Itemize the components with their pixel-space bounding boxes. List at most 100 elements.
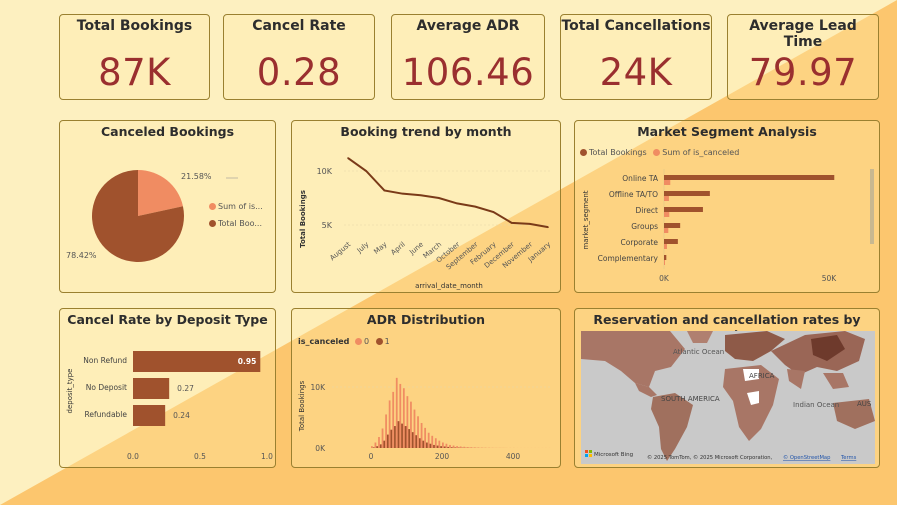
hist-bar-0[interactable] [456, 446, 458, 448]
trend-point[interactable] [492, 211, 495, 213]
kpi-card-total-cancellations[interactable]: Total Cancellations 24K [560, 14, 712, 100]
trend-point[interactable] [401, 192, 404, 195]
deposit-type-card[interactable]: Cancel Rate by Deposit Type deposit_type… [59, 308, 276, 468]
scrollbar[interactable] [870, 169, 874, 244]
bar-is-canceled[interactable] [664, 212, 670, 217]
hist-bar-0[interactable] [406, 396, 409, 448]
hist-bar-0[interactable] [452, 445, 455, 448]
hist-bar-1[interactable] [433, 444, 435, 448]
hist-bar-0[interactable] [381, 428, 384, 448]
hist-bar-0[interactable] [417, 416, 419, 448]
hist-bar-0[interactable] [420, 422, 423, 448]
hist-bar-0[interactable] [470, 447, 473, 448]
hist-bar-0[interactable] [374, 442, 377, 448]
hist-bar-1[interactable] [390, 429, 393, 448]
hist-bar-1[interactable] [383, 440, 386, 448]
kpi-card-average-adr[interactable]: Average ADR 106.46 [391, 14, 545, 100]
hist-bar-0[interactable] [413, 409, 416, 448]
market-segment-card[interactable]: Market Segment Analysis Total Bookings S… [574, 120, 880, 293]
trend-point[interactable] [456, 202, 458, 205]
pie-slice-1[interactable] [92, 170, 184, 262]
hist-bar-0[interactable] [402, 388, 405, 448]
adr-legend[interactable]: is_canceled 0 1 [298, 337, 390, 346]
booking-trend-card[interactable]: Booking trend by month 10K 5K Total Book… [291, 120, 561, 293]
bar-total-bookings[interactable] [664, 255, 667, 260]
hist-bar-1[interactable] [404, 426, 407, 448]
hist-bar-0[interactable] [438, 440, 441, 448]
hist-bar-1[interactable] [401, 423, 403, 448]
bar-is-canceled[interactable] [664, 244, 667, 249]
hist-bar-0[interactable] [388, 400, 391, 448]
hist-bar-1[interactable] [379, 444, 382, 448]
hist-bar-1[interactable] [426, 442, 428, 448]
hist-bar-0[interactable] [473, 447, 476, 448]
hist-bar-1[interactable] [397, 421, 400, 448]
bar-is-canceled[interactable] [664, 260, 665, 265]
pie-legend-item[interactable]: Total Boo... [209, 219, 262, 228]
hist-bar-1[interactable] [443, 446, 446, 448]
hist-bar-0[interactable] [410, 401, 412, 448]
hist-bar-0[interactable] [442, 442, 444, 448]
hist-bar-1[interactable] [454, 447, 457, 448]
hist-bar-0[interactable] [395, 377, 398, 448]
terms-link[interactable]: Terms [840, 455, 857, 461]
osm-link[interactable]: © OpenStreetMap [783, 454, 831, 461]
hist-bar-0[interactable] [378, 437, 380, 448]
deposit-bar[interactable] [133, 378, 170, 399]
pie-legend-item[interactable]: Sum of is... [209, 202, 263, 211]
trend-point[interactable] [365, 170, 367, 172]
hist-bar-0[interactable] [445, 443, 448, 448]
trend-point[interactable] [510, 222, 513, 224]
hist-bar-1[interactable] [411, 432, 414, 448]
map-card[interactable]: Reservation and cancellation rates by co… [574, 308, 880, 468]
trend-point[interactable] [419, 194, 422, 197]
hist-bar-1[interactable] [415, 435, 418, 448]
hist-bar-1[interactable] [422, 440, 425, 448]
hist-bar-0[interactable] [399, 383, 402, 448]
hist-bar-0[interactable] [449, 444, 451, 448]
trend-point[interactable] [383, 189, 386, 192]
trend-point[interactable] [347, 157, 349, 159]
hist-bar-1[interactable] [418, 438, 421, 448]
kpi-card-average-lead-time[interactable]: Average Lead Time 79.97 [727, 14, 879, 100]
hist-bar-0[interactable] [385, 414, 387, 448]
hist-bar-0[interactable] [371, 446, 373, 448]
trend-point[interactable] [529, 223, 531, 225]
bar-is-canceled[interactable] [664, 196, 669, 201]
canceled-bookings-card[interactable]: Canceled Bookings 21.58% 78.42% Sum of i… [59, 120, 276, 293]
hist-bar-0[interactable] [434, 438, 437, 448]
market-legend[interactable]: Total Bookings Sum of is_canceled [580, 148, 739, 157]
kpi-card-total-bookings[interactable]: Total Bookings 87K [59, 14, 210, 100]
hist-bar-1[interactable] [376, 446, 379, 448]
adr-distribution-card[interactable]: ADR Distribution is_canceled 0 1 Total B… [291, 308, 561, 468]
bar-is-canceled[interactable] [664, 228, 669, 233]
pie-slice-0[interactable] [138, 170, 183, 216]
hist-bar-0[interactable] [463, 446, 466, 448]
bar-total-bookings[interactable] [664, 191, 710, 196]
world-map[interactable]: Atlantic Ocean SOUTH AMERICA AFRICA Indi… [575, 309, 881, 469]
bar-total-bookings[interactable] [664, 175, 835, 180]
hist-bar-0[interactable] [424, 427, 427, 448]
hist-bar-0[interactable] [466, 447, 469, 448]
hist-bar-0[interactable] [459, 446, 462, 448]
deposit-bar[interactable] [133, 405, 166, 426]
trend-point[interactable] [474, 205, 477, 208]
trend-point[interactable] [438, 197, 440, 199]
hist-bar-0[interactable] [431, 435, 434, 448]
hist-bar-1[interactable] [408, 429, 411, 448]
hist-bar-1[interactable] [372, 447, 375, 448]
deposit-bar[interactable] [133, 351, 261, 372]
hist-bar-1[interactable] [429, 443, 432, 448]
hist-bar-0[interactable] [427, 432, 430, 448]
hist-bar-1[interactable] [447, 446, 450, 448]
hist-bar-1[interactable] [386, 434, 389, 448]
hist-bar-1[interactable] [440, 446, 442, 448]
hist-bar-1[interactable] [436, 445, 439, 448]
hist-bar-1[interactable] [450, 447, 453, 448]
hist-bar-1[interactable] [394, 426, 396, 448]
kpi-card-cancel-rate[interactable]: Cancel Rate 0.28 [223, 14, 375, 100]
bar-is-canceled[interactable] [664, 180, 671, 185]
bar-total-bookings[interactable] [664, 239, 678, 244]
hist-bar-0[interactable] [392, 391, 395, 448]
trend-point[interactable] [547, 226, 549, 228]
